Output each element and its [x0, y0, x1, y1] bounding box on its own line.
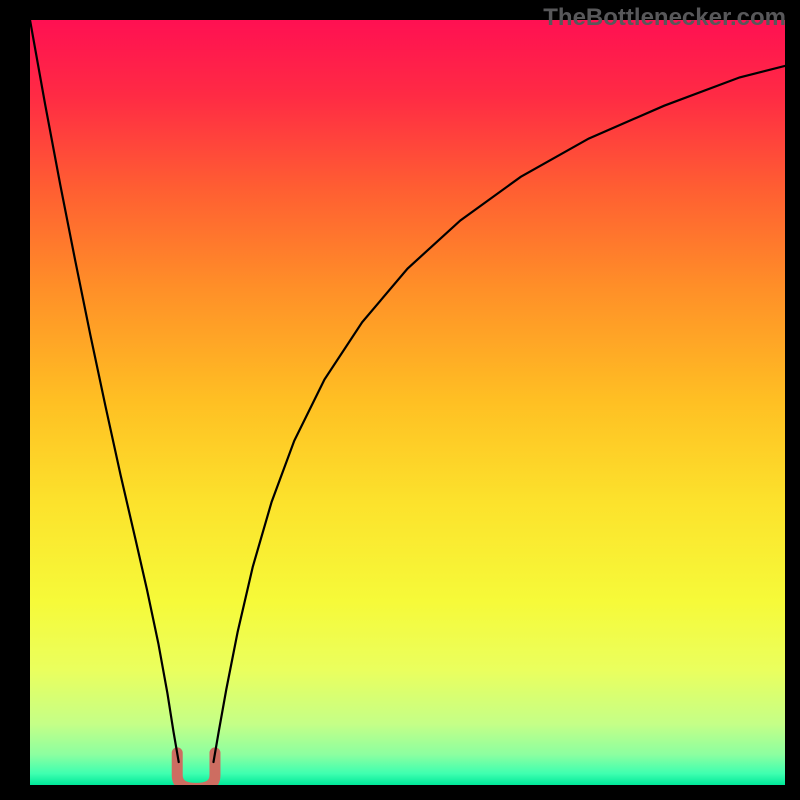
- watermark-text: TheBottlenecker.com: [543, 4, 786, 32]
- chart-container: TheBottlenecker.com: [0, 0, 800, 800]
- plot-area: [30, 20, 785, 785]
- chart-svg: [30, 20, 785, 785]
- gradient-background: [30, 20, 785, 785]
